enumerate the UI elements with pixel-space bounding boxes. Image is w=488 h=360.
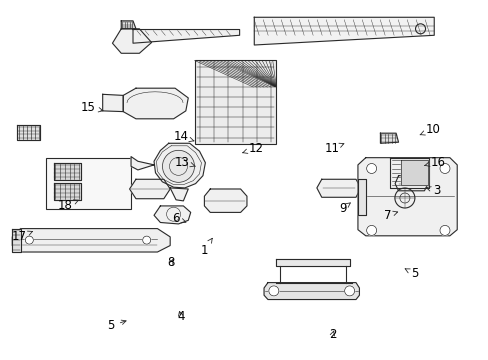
Polygon shape <box>264 283 359 300</box>
Circle shape <box>25 236 33 244</box>
Polygon shape <box>17 125 40 140</box>
Text: 3: 3 <box>426 184 439 197</box>
Text: 18: 18 <box>58 199 78 212</box>
Text: 6: 6 <box>172 212 185 225</box>
Polygon shape <box>254 17 433 45</box>
Polygon shape <box>12 229 170 252</box>
Text: 7: 7 <box>383 209 397 222</box>
Polygon shape <box>394 176 427 191</box>
Polygon shape <box>131 157 154 170</box>
Circle shape <box>268 286 278 296</box>
Text: 5: 5 <box>405 267 417 280</box>
Polygon shape <box>54 163 81 180</box>
Polygon shape <box>102 94 123 112</box>
Polygon shape <box>129 179 170 199</box>
Polygon shape <box>121 21 136 29</box>
Polygon shape <box>170 188 188 201</box>
Polygon shape <box>357 158 456 236</box>
Text: 10: 10 <box>419 123 439 136</box>
Polygon shape <box>316 179 360 197</box>
Polygon shape <box>154 143 205 188</box>
Polygon shape <box>389 158 428 188</box>
Text: 4: 4 <box>177 310 184 323</box>
Polygon shape <box>133 30 239 43</box>
Text: 1: 1 <box>200 238 212 257</box>
Circle shape <box>162 150 194 182</box>
Polygon shape <box>112 29 151 53</box>
Bar <box>194 60 276 144</box>
Polygon shape <box>54 183 81 200</box>
Polygon shape <box>400 160 427 185</box>
Circle shape <box>439 225 449 235</box>
Polygon shape <box>123 88 188 119</box>
Circle shape <box>394 188 414 208</box>
Bar <box>46 158 131 209</box>
Text: 11: 11 <box>324 142 343 155</box>
Text: 14: 14 <box>173 130 194 143</box>
Polygon shape <box>357 179 365 215</box>
Circle shape <box>415 24 425 34</box>
Polygon shape <box>276 259 349 266</box>
Text: 17: 17 <box>12 230 33 243</box>
Circle shape <box>366 163 376 174</box>
Circle shape <box>142 236 150 244</box>
Polygon shape <box>204 189 246 212</box>
Circle shape <box>344 286 354 296</box>
Text: 12: 12 <box>242 142 263 155</box>
Text: 8: 8 <box>167 256 175 269</box>
Text: 5: 5 <box>107 319 126 332</box>
Circle shape <box>366 225 376 235</box>
Text: 2: 2 <box>328 328 336 341</box>
Circle shape <box>439 163 449 174</box>
Text: 15: 15 <box>81 101 103 114</box>
Polygon shape <box>154 206 190 224</box>
Polygon shape <box>380 133 398 143</box>
Text: 13: 13 <box>175 156 195 168</box>
Text: 16: 16 <box>424 156 445 168</box>
Text: 9: 9 <box>339 202 350 215</box>
Polygon shape <box>12 229 20 252</box>
